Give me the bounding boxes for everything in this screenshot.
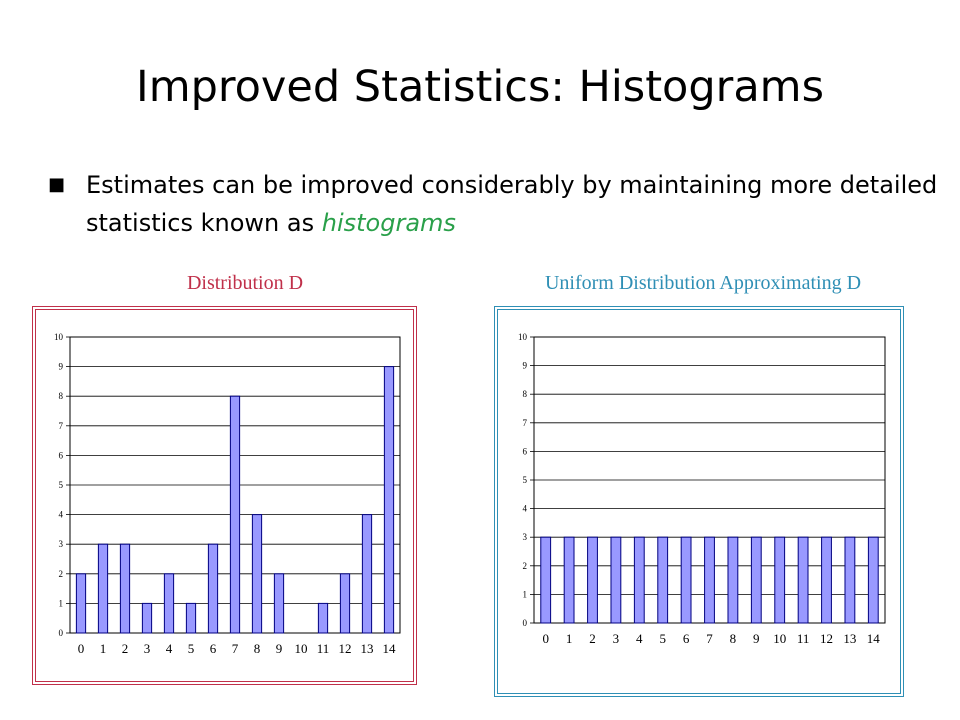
chart-1-y-tick-label: 3 [523, 532, 528, 542]
chart-0-x-tick-label: 7 [232, 641, 239, 656]
chart-1-x-tick-label: 9 [753, 631, 760, 646]
chart-1-x-tick-label: 3 [613, 631, 620, 646]
chart-1-bar-11 [797, 536, 809, 624]
bullet-text: Estimates can be improved considerably b… [86, 166, 938, 242]
chart-1-x-tick-label: 2 [589, 631, 596, 646]
chart-1-y-tick-label: 5 [523, 475, 528, 485]
chart-1-x-tick-label: 1 [566, 631, 573, 646]
left-chart-caption: Distribution D [186, 272, 304, 294]
histograms-emphasis: histograms [321, 209, 456, 237]
chart-0-x-tick-label: 12 [339, 641, 352, 656]
chart-1-x-tick-label: 13 [843, 631, 856, 646]
chart-0-y-tick-label: 8 [59, 391, 64, 401]
chart-0-y-tick-label: 6 [59, 450, 64, 460]
right-chart-frame-inner [497, 309, 901, 694]
chart-1-bar-12 [821, 536, 832, 624]
chart-0-bar-2 [119, 543, 131, 634]
chart-0-bar-7 [229, 395, 241, 634]
chart-0-x-tick-label: 4 [166, 641, 173, 656]
chart-0-y-tick-label: 9 [59, 362, 64, 372]
chart-1-bar-10 [774, 536, 786, 624]
chart-1-bar-1 [563, 536, 575, 624]
chart-0-bar-5 [185, 602, 197, 634]
chart-1-bar-7 [704, 536, 715, 624]
chart-0-x-tick-label: 13 [361, 641, 374, 656]
chart-1-y-tick-label: 10 [518, 332, 528, 342]
chart-0-bar-13 [361, 514, 373, 634]
chart-0-y-tick-label: 3 [59, 539, 64, 549]
left-chart-frame [32, 306, 417, 685]
chart-0-bar-11 [317, 602, 329, 634]
chart-0-y-tick-label: 10 [54, 332, 64, 342]
chart-1-x-tick-label: 5 [659, 631, 666, 646]
chart-0-x-tick-label: 10 [295, 641, 308, 656]
bullet-body: Estimates can be improved considerably b… [86, 171, 938, 237]
left-chart-frame-inner [35, 309, 414, 682]
chart-1-y-tick-label: 0 [523, 618, 528, 628]
chart-1-y-tick-label: 4 [523, 504, 528, 514]
chart-0-y-tick-label: 0 [59, 628, 64, 638]
chart-1-bar-3 [610, 536, 622, 624]
chart-1-x-tick-label: 14 [867, 631, 881, 646]
chart-0-y-tick-label: 4 [59, 510, 64, 520]
bullet-point: ■ Estimates can be improved considerably… [48, 166, 938, 242]
chart-0-bar-6 [207, 543, 219, 634]
chart-1-bar-14 [867, 536, 879, 624]
chart-1-x-tick-label: 4 [636, 631, 643, 646]
chart-0-bar-1 [97, 543, 109, 634]
chart-0-y-tick-label: 5 [59, 480, 64, 490]
chart-0-y-tick-label: 1 [59, 598, 64, 608]
chart-1-x-tick-label: 7 [706, 631, 713, 646]
chart-0-x-tick-label: 3 [144, 641, 151, 656]
chart-1-bar-13 [844, 536, 856, 624]
chart-1-x-tick-label: 0 [542, 631, 549, 646]
chart-0-bar-12 [339, 573, 351, 634]
chart-1-x-tick-label: 12 [820, 631, 833, 646]
chart-1-bar-8 [727, 536, 739, 624]
chart-0-y-tick-label: 2 [59, 569, 64, 579]
chart-0-x-tick-label: 6 [210, 641, 217, 656]
chart-1-y-tick-label: 8 [523, 389, 528, 399]
chart-1-bar-9 [750, 536, 762, 624]
chart-0-x-tick-label: 14 [383, 641, 397, 656]
chart-0-x-tick-label: 8 [254, 641, 261, 656]
chart-0-x-tick-label: 9 [276, 641, 283, 656]
chart-1-bar-0 [540, 536, 552, 624]
chart-1-bar-6 [680, 536, 692, 624]
chart-0-bar-3 [141, 602, 153, 634]
chart-1-y-tick-label: 9 [523, 361, 528, 371]
chart-0-bar-4 [163, 573, 175, 634]
chart-0-y-tick-label: 7 [59, 421, 64, 431]
chart-0-x-tick-label: 2 [122, 641, 129, 656]
chart-0-x-tick-label: 0 [78, 641, 85, 656]
chart-1-bar-4 [633, 536, 645, 624]
chart-0-bar-14 [383, 366, 395, 634]
bullet-square-icon: ■ [48, 174, 66, 195]
chart-1-x-tick-label: 8 [730, 631, 737, 646]
chart-1-x-tick-label: 6 [683, 631, 690, 646]
chart-1-y-tick-label: 2 [523, 561, 528, 571]
chart-0-bar-0 [75, 573, 87, 634]
chart-1-x-tick-label: 11 [797, 631, 810, 646]
chart-0-x-tick-label: 5 [188, 641, 195, 656]
chart-1-x-tick-label: 10 [773, 631, 786, 646]
chart-1-bar-5 [657, 536, 669, 624]
right-chart-caption: Uniform Distribution Approximating D [544, 272, 862, 294]
chart-1-y-tick-label: 6 [523, 446, 528, 456]
chart-1-y-tick-label: 7 [523, 418, 528, 428]
chart-1-y-tick-label: 1 [523, 589, 528, 599]
chart-0-x-tick-label: 1 [100, 641, 107, 656]
slide-title: Improved Statistics: Histograms [136, 62, 824, 112]
chart-1-bar-2 [587, 536, 598, 624]
right-chart-frame [494, 306, 904, 697]
chart-0-bar-8 [251, 514, 263, 634]
chart-0-bar-9 [273, 573, 285, 634]
chart-0-x-tick-label: 11 [317, 641, 330, 656]
